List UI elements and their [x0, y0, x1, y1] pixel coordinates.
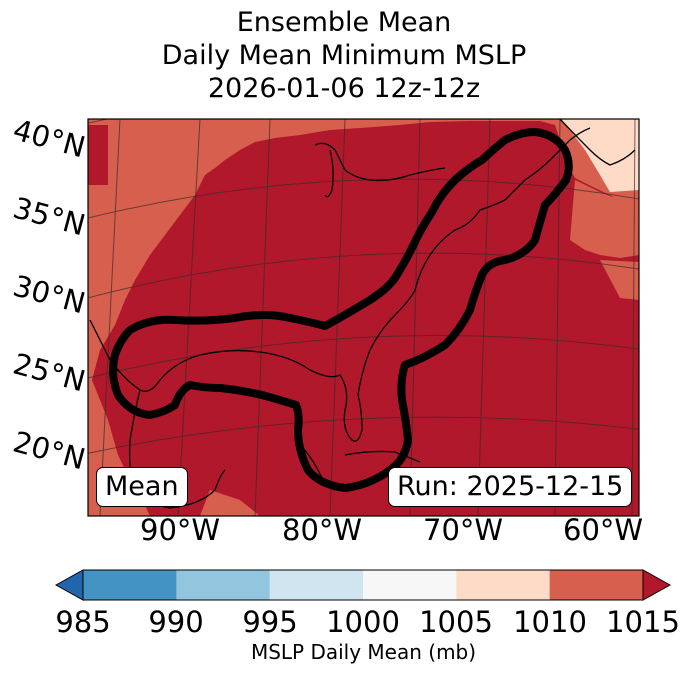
title-line-3: 2026-01-06 12z-12z [207, 73, 481, 104]
colorbar-segment-1005 [456, 570, 551, 600]
graticule [88, 119, 639, 516]
field-1010-edge-bottom [200, 490, 260, 516]
cbar-tick-1015: 1015 [606, 605, 680, 639]
meridian-75 [409, 119, 421, 516]
parallel-30 [88, 252, 639, 299]
field-1010-right [600, 260, 639, 300]
field-1015-deep-main [92, 121, 639, 516]
meridian-95 [99, 119, 121, 516]
colorbar-segment-1010 [549, 570, 644, 600]
lon-label-70w: 70°W [423, 513, 504, 547]
coast-lakes [314, 142, 446, 182]
colorbar-segment-985 [83, 570, 177, 600]
title-line-1: Ensemble Mean [236, 7, 452, 38]
parallel-25 [88, 334, 639, 379]
cbar-tick-1000: 1000 [326, 605, 400, 639]
lon-label-80w: 80°W [282, 513, 363, 547]
field-1010-ne [570, 180, 639, 258]
lon-label-60w: 60°W [563, 513, 644, 547]
field-1005-light [560, 119, 639, 192]
colorbar-extend-high [642, 569, 672, 601]
coast-michigan [324, 149, 334, 198]
coast-cuba [344, 450, 421, 463]
cbar-tick-1010: 1010 [513, 605, 587, 639]
colorbar-extend-low [54, 569, 84, 601]
run-date-box: Run: 2025-12-15 [388, 467, 633, 507]
mean-contour [109, 128, 573, 492]
field-1015-deep [88, 125, 108, 185]
cbar-tick-985: 985 [55, 605, 111, 639]
map-field [88, 119, 639, 516]
meridian-70 [477, 119, 491, 516]
coastlines [89, 119, 636, 509]
colorbar-label: MSLP Daily Mean (mb) [250, 640, 477, 664]
mean-label-box: Mean [96, 467, 188, 507]
lon-label-90w: 90°W [140, 513, 221, 547]
colorbar-frame [82, 569, 644, 601]
colorbar-segment-1000 [363, 570, 457, 600]
meridian-60 [631, 119, 636, 516]
coast-gulf [89, 199, 506, 442]
cbar-tick-995: 995 [242, 605, 298, 639]
parallel-35 [88, 178, 639, 219]
colorbar-segment-995 [269, 570, 364, 600]
coast-canada [559, 119, 636, 166]
colorbar-segment-990 [176, 570, 271, 600]
cbar-tick-1005: 1005 [419, 605, 493, 639]
title-line-2: Daily Mean Minimum MSLP [161, 40, 527, 71]
map-frame [87, 118, 640, 517]
cbar-tick-990: 990 [148, 605, 204, 639]
